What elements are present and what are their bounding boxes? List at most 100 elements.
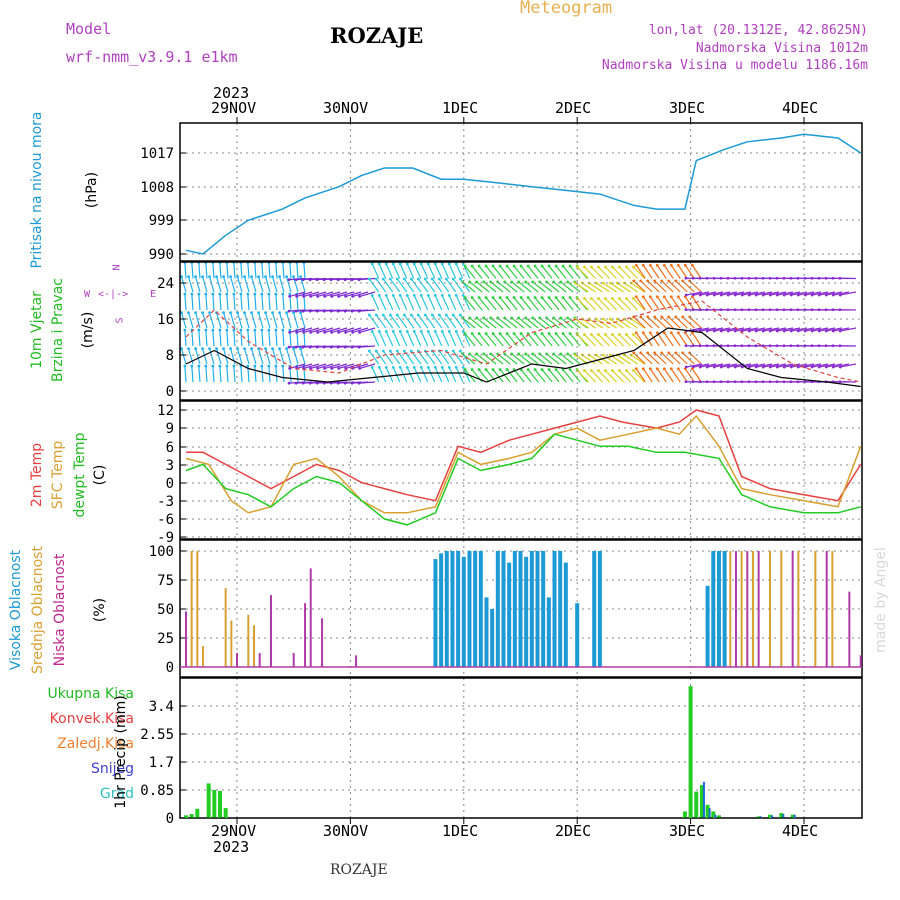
precip-legend-0: Ukupna Kisa <box>47 686 134 702</box>
wind-arrow <box>663 368 674 383</box>
date-label-top-1: 30NOV <box>323 99 369 117</box>
compass-w: W <box>84 289 91 300</box>
wind-arrow-head <box>302 331 306 334</box>
model-altitude-label: Nadmorska Visina u modelu 1186.16m <box>601 58 868 73</box>
wind-arrow-head <box>604 265 607 269</box>
wind-arrow <box>250 276 257 293</box>
wind-arrow-head <box>517 280 521 284</box>
precip-snow-bar <box>708 808 711 818</box>
wind-arrow <box>264 312 271 329</box>
wind-arrow-head <box>838 365 842 369</box>
wind-arrow-head <box>691 344 695 348</box>
wind-arrow-head <box>761 329 765 333</box>
wind-arrow <box>511 281 525 293</box>
wind-arrow-head <box>669 263 673 267</box>
wind-arrow-head <box>440 293 444 297</box>
wind-arrow-head <box>674 351 678 355</box>
wind-arrow-head <box>222 275 225 279</box>
wind-arrow <box>714 327 731 332</box>
wind-arrow-head <box>218 292 222 296</box>
wind-arrow-head <box>388 349 392 353</box>
wind-arrow-head <box>667 315 671 319</box>
cloud-mid-bar <box>740 551 743 667</box>
wind-arrow <box>504 281 518 293</box>
wind-arrow <box>469 281 483 293</box>
wind-arrow-head <box>329 345 333 349</box>
wind-arrow-head <box>754 293 758 297</box>
wind-arrow-head <box>343 345 347 349</box>
wind-arrow-head <box>498 368 502 371</box>
wind-arrow-head <box>601 317 605 321</box>
wind-arrow-head <box>775 344 779 348</box>
wind-arrow <box>448 263 457 279</box>
wind-arrow-head <box>430 277 434 281</box>
wind-arrow <box>541 297 553 311</box>
wind-arrow <box>261 329 264 347</box>
wind-arrow-head <box>625 265 628 269</box>
wind-arrow <box>191 293 194 311</box>
wind-arrow-head <box>597 333 600 336</box>
wind-arrow-head <box>395 313 399 317</box>
date-label-bottom-4: 3DEC <box>669 822 706 840</box>
cloud-high-bar <box>439 553 444 667</box>
wind-arrow <box>324 327 341 333</box>
wind-arrow <box>492 369 504 383</box>
wind-arrow-head <box>308 278 312 282</box>
y-tick-label: 2.55 <box>140 727 174 743</box>
wind-arrow-head <box>566 352 570 356</box>
wind-arrow-head <box>351 295 355 298</box>
wind-arrow <box>471 297 483 311</box>
wind-arrow-head <box>817 365 821 369</box>
wind-arrow-head <box>315 309 319 313</box>
wind-arrow-head <box>426 329 430 333</box>
wind-arrow-head <box>768 293 772 297</box>
wind-arrow-head <box>211 328 215 332</box>
cloud-high-bar <box>433 559 438 667</box>
wind-arrow <box>728 327 745 332</box>
wind-arrow-head <box>646 351 650 355</box>
wind-arrow-head <box>590 297 593 300</box>
wind-arrow-head <box>547 264 551 268</box>
wind-arrow <box>338 363 355 369</box>
wind-arrow <box>602 354 617 365</box>
wind-arrow <box>595 354 610 365</box>
wind-arrow <box>721 363 738 368</box>
wind-arrow <box>555 333 567 347</box>
wind-arrow-head <box>351 331 355 334</box>
wind-arrow <box>555 369 567 383</box>
wind-arrow-head <box>554 296 558 299</box>
temp-2m-line <box>186 409 862 502</box>
wind-arrow <box>485 265 497 279</box>
wind-arrow <box>254 329 257 347</box>
wind-arrow <box>285 276 292 293</box>
wind-arrow-head <box>461 365 465 369</box>
wind-arrow-head <box>197 364 201 368</box>
wind-arrow-head <box>377 262 381 266</box>
wind-arrow-head <box>463 264 467 268</box>
wind-arrow-head <box>484 368 488 371</box>
cloud-high-bar <box>456 551 461 667</box>
wind-arrow-head <box>705 380 709 384</box>
wind-arrow-head <box>684 365 688 369</box>
wind-arrow-head <box>684 380 688 384</box>
wind-arrow <box>597 334 610 347</box>
wind-arrow <box>840 327 857 332</box>
wind-arrow-head <box>491 296 495 299</box>
cloud-high-bar <box>461 556 466 667</box>
wind-arrow-head <box>451 349 455 353</box>
wind-arrow-head <box>484 332 488 335</box>
wind-arrow <box>497 281 511 293</box>
cloud-mid-bar <box>751 551 754 667</box>
wind-arrow-head <box>566 316 570 320</box>
wind-arrow <box>707 291 724 296</box>
wind-arrow-head <box>691 308 695 312</box>
wind-arrow <box>499 333 511 347</box>
wind-arrow-head <box>329 309 333 313</box>
wind-arrow-head <box>524 352 528 356</box>
wind-arrow-head <box>350 381 354 385</box>
wind-arrow <box>497 353 511 365</box>
wind-arrow-head <box>669 367 673 371</box>
wind-arrow-head <box>505 368 509 371</box>
wind-arrow-head <box>611 369 614 372</box>
wind-arrow-head <box>796 293 800 297</box>
